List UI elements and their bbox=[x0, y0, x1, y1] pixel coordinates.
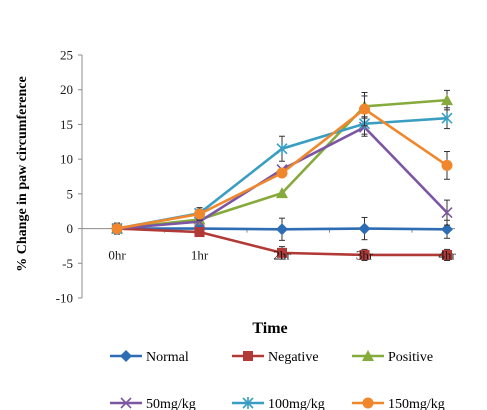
data-point bbox=[276, 167, 288, 179]
legend-label: 50mg/kg bbox=[146, 397, 196, 410]
data-point bbox=[362, 397, 374, 409]
data-point bbox=[441, 207, 453, 219]
data-point bbox=[442, 249, 452, 260]
data-point bbox=[277, 247, 287, 258]
data-point bbox=[242, 397, 254, 409]
data-point bbox=[194, 227, 205, 238]
data-point-stroke bbox=[441, 207, 453, 219]
legend-item: 100mg/kg bbox=[232, 397, 325, 410]
x-tick-label: 0hr bbox=[108, 248, 126, 263]
legend-item: 50mg/kg bbox=[110, 397, 196, 410]
y-tick-label: 25 bbox=[60, 48, 73, 63]
y-tick-label: 20 bbox=[60, 82, 73, 97]
data-point bbox=[359, 249, 370, 260]
data-point bbox=[441, 223, 453, 236]
data-point bbox=[194, 208, 205, 220]
x-axis-title: Time bbox=[252, 320, 287, 337]
y-tick-label: 15 bbox=[60, 117, 73, 132]
data-point bbox=[441, 112, 453, 125]
legend-label: Normal bbox=[146, 350, 189, 365]
data-point-stroke bbox=[120, 397, 132, 409]
legend: Normal Negative Positive 50mg/kg 100mg/kg 150… bbox=[110, 350, 445, 410]
tick-labels: 25 20 15 10 5 0 -5 -10 0hr 1hr 2hr 3hr 4hr bbox=[56, 48, 457, 306]
data-point bbox=[362, 350, 374, 361]
series-line bbox=[116, 98, 448, 230]
data-point bbox=[276, 223, 288, 236]
x-tick-label: 4hr bbox=[438, 248, 456, 263]
legend-label: 150mg/kg bbox=[388, 397, 445, 410]
legend-item: Negative bbox=[232, 350, 319, 365]
data-point bbox=[441, 94, 453, 106]
legend-item: Positive bbox=[352, 350, 433, 365]
y-axis-title: % Change in paw circumference bbox=[15, 76, 30, 271]
x-tick-label: 3hr bbox=[356, 248, 374, 263]
legend-item: Normal bbox=[110, 350, 189, 365]
y-tick-label: 0 bbox=[67, 221, 74, 236]
data-point bbox=[441, 159, 453, 171]
data-point bbox=[120, 350, 132, 362]
series-layer bbox=[111, 89, 453, 262]
data-point bbox=[359, 103, 370, 115]
x-tick-label: 2hr bbox=[273, 248, 291, 263]
legend-label: Negative bbox=[268, 350, 319, 365]
data-point bbox=[358, 222, 371, 235]
series-150mg-kg bbox=[111, 91, 453, 235]
legend-label: Positive bbox=[388, 350, 433, 365]
y-tick-label: -10 bbox=[56, 291, 73, 306]
y-tick-label: 5 bbox=[67, 186, 74, 201]
data-point bbox=[120, 397, 132, 409]
legend-label: 100mg/kg bbox=[268, 397, 325, 410]
y-tick-label: 10 bbox=[60, 152, 73, 167]
data-point bbox=[276, 142, 288, 155]
series-positive bbox=[111, 89, 453, 234]
data-point bbox=[111, 223, 123, 235]
data-point bbox=[243, 351, 253, 361]
y-tick-label: -5 bbox=[62, 256, 73, 271]
data-point bbox=[276, 187, 288, 199]
legend-item: 150mg/kg bbox=[352, 397, 445, 410]
x-tick-label: 1hr bbox=[191, 248, 209, 263]
